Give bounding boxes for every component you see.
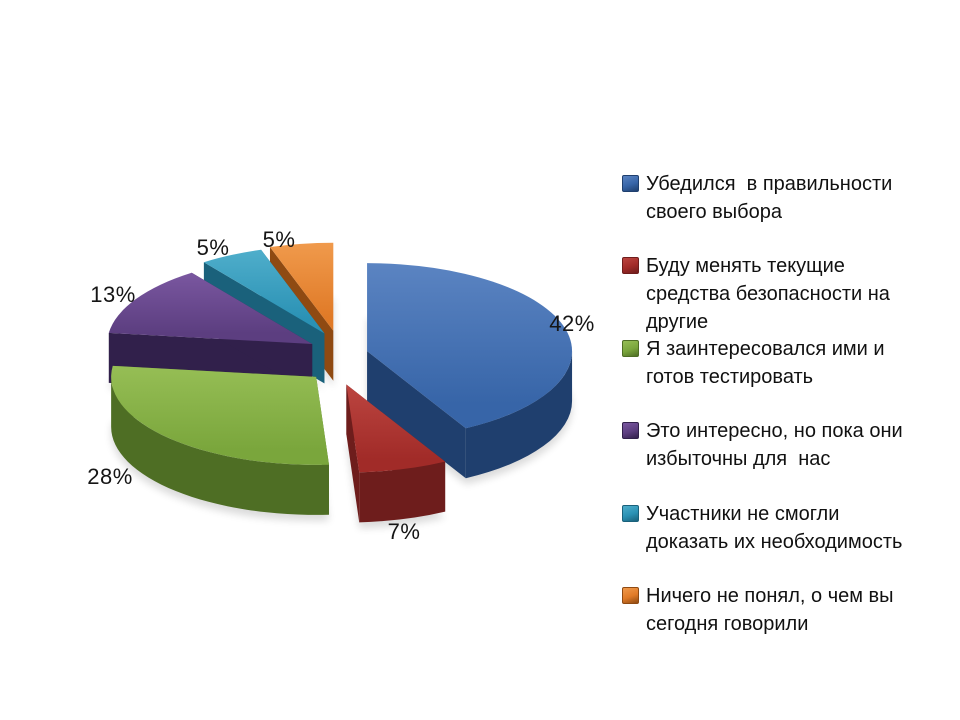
pie-slice-1	[346, 384, 446, 529]
slice-top	[203, 249, 325, 334]
slice-rim	[111, 376, 329, 515]
slice-top	[108, 272, 313, 344]
slice-rim	[359, 461, 446, 523]
slice-percent-label: 7%	[387, 519, 421, 544]
slice-top	[346, 384, 446, 473]
slice-rim	[465, 351, 573, 479]
slice-percent-label: 13%	[90, 282, 136, 307]
slice-percent-label: 5%	[262, 227, 296, 252]
pie-slices	[108, 242, 573, 529]
slice-percent-label: 42%	[549, 311, 595, 336]
slice-percent-label: 5%	[196, 235, 230, 260]
slice-percent-label: 28%	[87, 464, 133, 489]
slice-top	[269, 242, 334, 331]
pie-slice-2	[111, 365, 330, 521]
slice-top	[111, 365, 330, 465]
pie-slice-0	[367, 263, 573, 485]
slice-side-wall	[346, 384, 360, 523]
slice-side-wall	[367, 351, 466, 479]
slice-top	[367, 263, 573, 429]
